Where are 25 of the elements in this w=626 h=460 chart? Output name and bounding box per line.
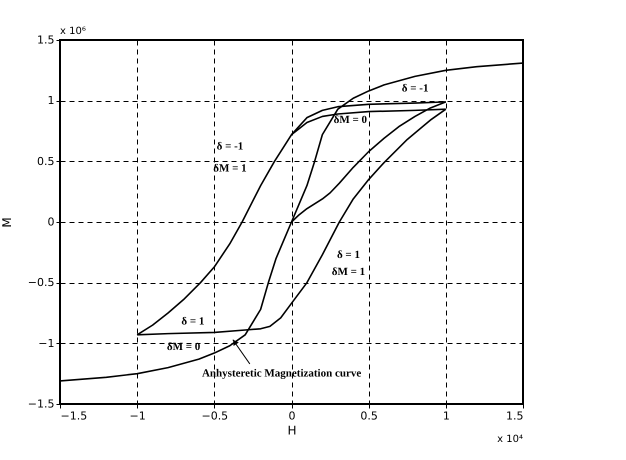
- x-tick-label: −1.5: [60, 410, 88, 422]
- annotation: δM = 1: [332, 266, 366, 278]
- y-tick-label: 1.5: [37, 34, 54, 46]
- annotation: δ = -1: [216, 140, 244, 153]
- y-tick-label: −0.5: [28, 276, 54, 290]
- x-tick-label: 1: [442, 410, 450, 422]
- y-tick-label: −1.5: [28, 398, 54, 410]
- x-tick-label: 1.5: [506, 410, 524, 422]
- x-tick-label: −1: [130, 410, 146, 422]
- x-tick-label: −0.5: [201, 410, 228, 422]
- y-tick-label: −1: [38, 336, 54, 350]
- annotation: δ = 1: [181, 315, 204, 328]
- y-tick-label: 1: [48, 94, 54, 108]
- annotation: Anhysteretic Magnetization curve: [202, 368, 362, 380]
- annotation: δM = 0: [334, 114, 368, 126]
- text: x 10⁶: [60, 26, 86, 37]
- annotation: δ = -1: [402, 82, 428, 94]
- x-axis-title: H: [287, 424, 297, 438]
- annotation: δ = 1: [336, 248, 360, 261]
- x-tick-label: 0.5: [360, 410, 378, 422]
- y-tick-label: 0: [48, 216, 54, 228]
- y-tick-label: 0.5: [37, 154, 54, 168]
- x-tick-label: 0: [288, 410, 296, 422]
- y-axis-title: M: [0, 217, 14, 228]
- text: x 10⁴: [497, 434, 523, 445]
